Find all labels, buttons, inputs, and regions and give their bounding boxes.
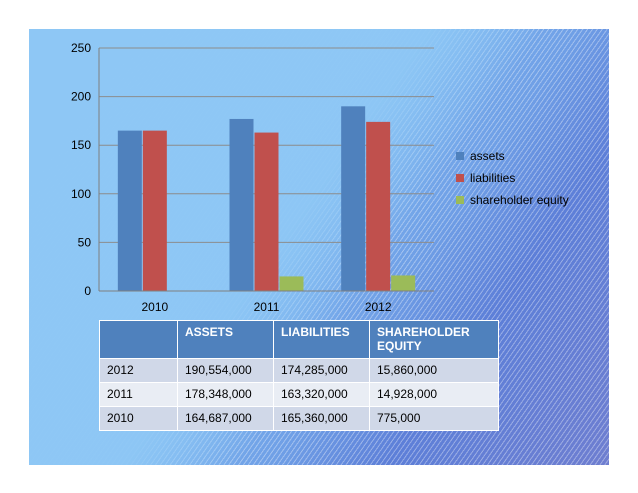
bar-liabilities-2010 [142, 130, 167, 291]
bar-shareholder-equity-2011 [279, 276, 304, 291]
legend-label: shareholder equity [470, 193, 569, 207]
table-cell: 164,687,000 [177, 406, 274, 431]
table-header-cell: ASSETS [177, 320, 274, 359]
y-tick-label: 200 [71, 90, 91, 104]
table-header-cell: SHAREHOLDER EQUITY [369, 320, 499, 359]
legend: assets liabilities shareholder equity [456, 149, 569, 207]
legend-swatch [456, 174, 464, 182]
financial-data-table: ASSETS LIABILITIES SHAREHOLDER EQUITY 20… [99, 320, 499, 431]
y-tick-label: 0 [84, 284, 91, 298]
y-tick-label: 50 [78, 235, 92, 249]
legend-swatch [456, 196, 464, 204]
table-cell: 2011 [99, 382, 178, 407]
legend-label: assets [470, 149, 505, 163]
bar-liabilities-2012 [366, 121, 391, 291]
x-tick-label: 2011 [254, 300, 280, 314]
slide-background: 0 50 100 150 200 250 2010 2011 2012 assets liabi… [29, 29, 609, 465]
table-cell: 190,554,000 [177, 358, 274, 383]
table-row: 2011 178,348,000 163,320,000 14,928,000 [99, 382, 499, 407]
bar-chart: 0 50 100 150 200 250 2010 2011 2012 assets liabi… [71, 41, 569, 314]
x-tick-label: 2012 [365, 300, 392, 314]
y-tick-label: 250 [71, 41, 91, 55]
bar-assets-2011 [229, 118, 254, 292]
bar-shareholder-equity-2012 [391, 275, 416, 291]
table-cell: 14,928,000 [369, 382, 499, 407]
table-cell: 2010 [99, 406, 178, 431]
table-row: 2012 190,554,000 174,285,000 15,860,000 [99, 358, 499, 383]
legend-swatch [456, 152, 464, 160]
bar-assets-2012 [341, 106, 366, 291]
y-tick-label: 100 [71, 187, 91, 201]
table-header-cell [99, 320, 178, 359]
y-tick-labels: 0 50 100 150 200 250 [71, 41, 91, 298]
axes [98, 48, 434, 292]
bar-liabilities-2011 [254, 132, 279, 291]
x-tick-label: 2010 [141, 300, 168, 314]
table-cell: 2012 [99, 358, 178, 383]
y-tick-label: 150 [71, 138, 91, 152]
table-header-row: ASSETS LIABILITIES SHAREHOLDER EQUITY [99, 320, 499, 359]
table-cell: 165,360,000 [273, 406, 370, 431]
bar-assets-2010 [117, 130, 142, 291]
x-tick-labels: 2010 2011 2012 [141, 300, 391, 314]
table-cell: 15,860,000 [369, 358, 499, 383]
table-cell: 174,285,000 [273, 358, 370, 383]
table-row: 2010 164,687,000 165,360,000 775,000 [99, 406, 499, 431]
table-cell: 178,348,000 [177, 382, 274, 407]
table-cell: 163,320,000 [273, 382, 370, 407]
table-cell: 775,000 [369, 406, 499, 431]
bars [117, 106, 416, 292]
legend-label: liabilities [470, 171, 515, 185]
table-header-cell: LIABILITIES [273, 320, 370, 359]
